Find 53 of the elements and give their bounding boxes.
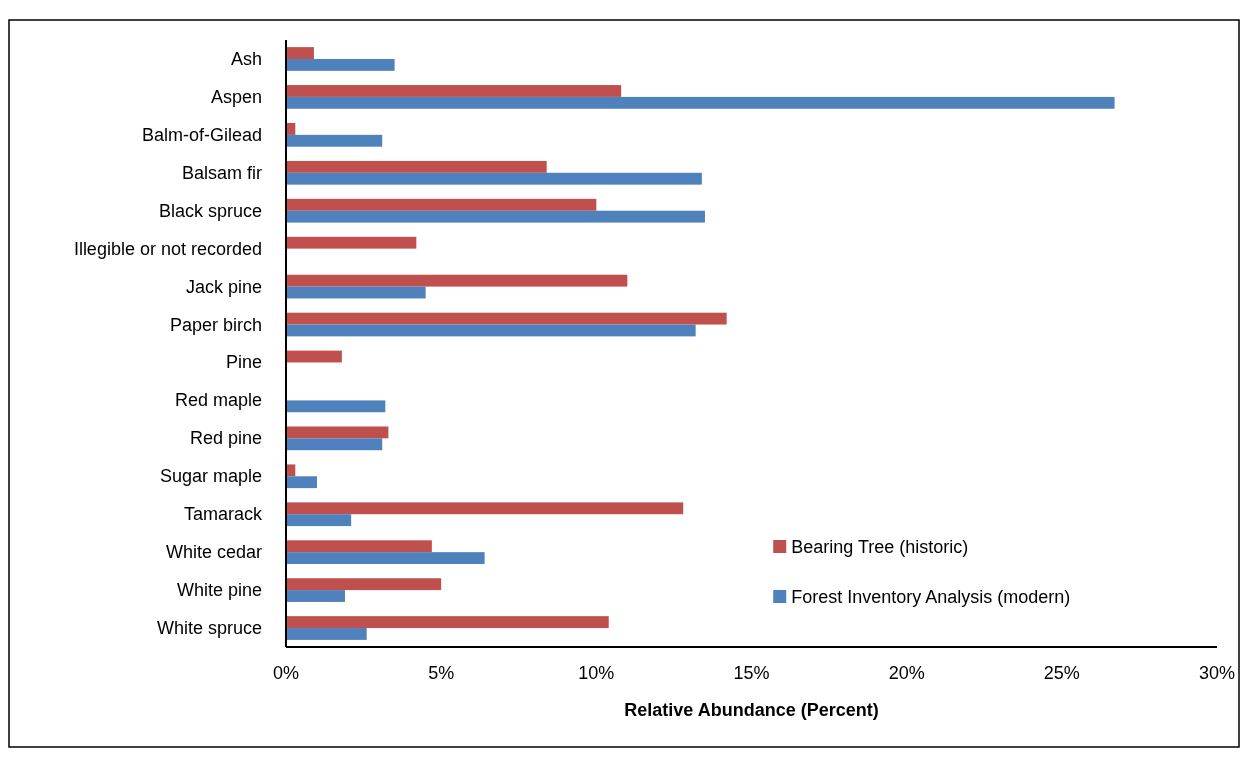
bar (286, 324, 696, 337)
y-tick-label: White spruce (156, 618, 262, 639)
bar (286, 514, 352, 527)
bar (286, 134, 383, 147)
bar (286, 476, 318, 489)
y-tick-label: Red pine (189, 428, 262, 449)
bar (286, 590, 345, 602)
y-tick-label: Ash (230, 48, 262, 69)
bar (286, 578, 442, 591)
bar (286, 438, 383, 451)
x-tick-label: 20% (888, 663, 925, 683)
x-axis-title: Relative Abundance (Percent) (624, 700, 879, 720)
y-tick-label: Balsam fir (181, 162, 263, 183)
y-tick-label: Pine (225, 352, 262, 373)
bar (286, 400, 386, 413)
y-tick-label: Jack pine (185, 276, 262, 297)
bar (286, 274, 628, 287)
x-tick-label: 30% (1198, 663, 1236, 683)
legend-label: Bearing Tree (historic) (791, 537, 969, 557)
bar (286, 198, 597, 211)
bar (286, 426, 389, 439)
y-tick-label: White cedar (165, 542, 262, 563)
y-tick-label: Tamarack (183, 504, 263, 525)
bar (286, 312, 727, 325)
bar (286, 172, 702, 185)
bar (286, 616, 609, 629)
bar (286, 210, 705, 223)
bar (286, 502, 684, 515)
bar (286, 47, 314, 59)
y-tick-label: Paper birch (169, 314, 262, 335)
legend-label: Forest Inventory Analysis (modern) (791, 587, 1071, 607)
y-tick-label: White pine (176, 580, 262, 601)
x-tick-label: 15% (733, 663, 770, 683)
y-tick-label: Sugar maple (159, 466, 262, 487)
bar (286, 628, 367, 640)
x-tick-label: 5% (428, 663, 455, 683)
bar (286, 236, 417, 249)
bar (286, 552, 485, 565)
y-tick-label: Red maple (174, 390, 262, 411)
bar (286, 85, 622, 97)
y-tick-label: Aspen (210, 86, 262, 107)
x-tick-label: 10% (578, 663, 615, 683)
bar (286, 58, 395, 71)
bar (286, 160, 547, 173)
bar (286, 350, 342, 363)
bar (286, 286, 426, 299)
bar (286, 540, 432, 553)
x-tick-label: 25% (1043, 663, 1080, 683)
y-tick-label: Illegible or not recorded (73, 238, 262, 259)
y-tick-label: Black spruce (158, 200, 262, 221)
x-tick-label: 0% (272, 663, 300, 683)
y-tick-label: Balm-of-Gilead (141, 124, 262, 145)
bar (286, 96, 1115, 109)
